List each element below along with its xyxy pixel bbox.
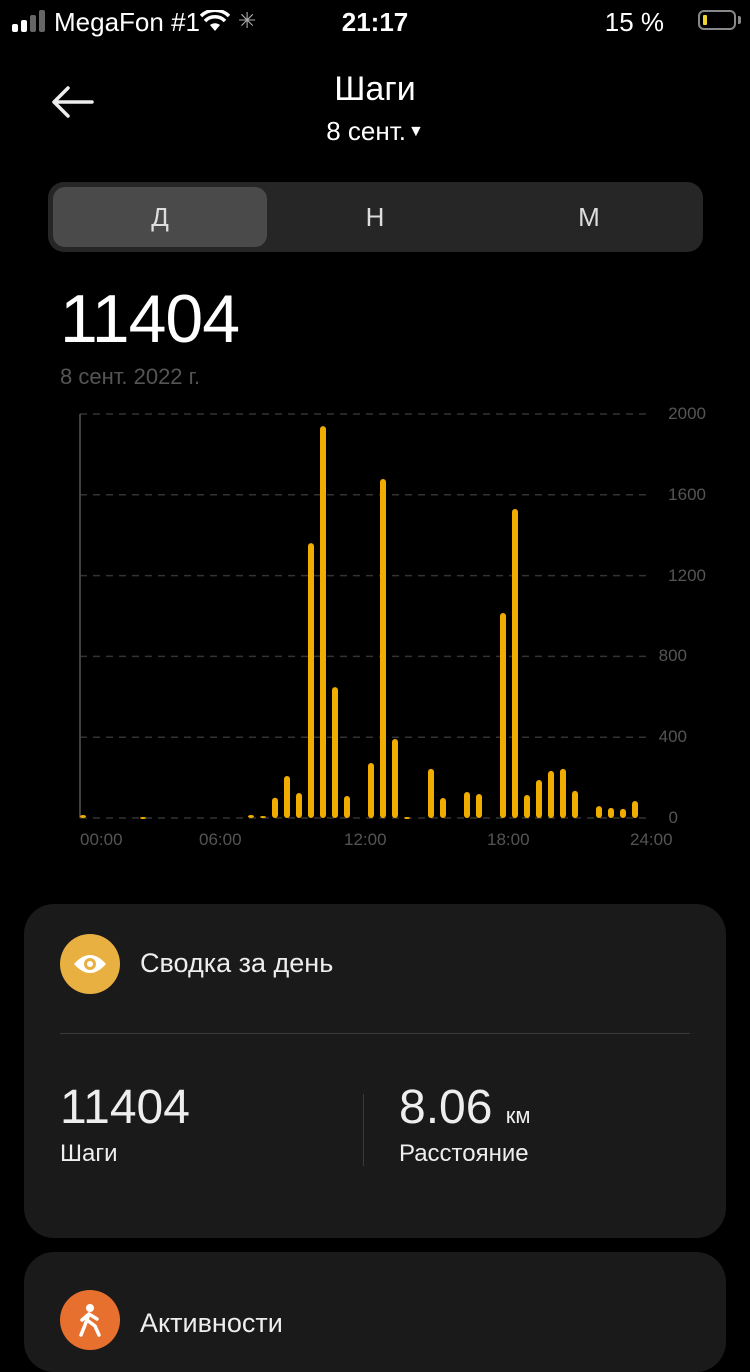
bar-02:30 [140, 816, 146, 819]
y-tick-800: 800 [658, 646, 687, 665]
summary-icon-circle [60, 934, 120, 994]
activities-title: Активности [140, 1308, 283, 1338]
wifi-icon [200, 10, 230, 31]
tab-month[interactable]: М [578, 202, 600, 232]
battery-icon [698, 10, 736, 30]
bar-18:00 [512, 508, 518, 818]
carrier-name: MegaFon #1 [54, 7, 200, 37]
bar-09:00 [296, 792, 302, 818]
walking-icon [79, 1304, 101, 1337]
bar-17:30 [500, 612, 506, 818]
bar-13:00 [392, 739, 398, 818]
bar-12:00 [368, 763, 374, 818]
x-tick-0000: 00:00 [80, 830, 123, 849]
y-tick-0: 0 [668, 808, 678, 827]
bar-22:00 [608, 807, 614, 818]
bar-07:00 [248, 814, 254, 818]
total-steps: 11404 [60, 281, 240, 357]
battery-percent: 15 % [604, 7, 664, 37]
x-tick-0600: 06:00 [199, 830, 242, 849]
x-tick-1200: 12:00 [344, 830, 387, 849]
bar-20:00 [560, 768, 566, 818]
distance-label: Расстояние [399, 1140, 529, 1167]
summary-title: Сводка за день [140, 948, 334, 978]
date-selector-label: 8 сент. [326, 116, 406, 146]
signal-icon [12, 10, 45, 32]
bar-16:30 [476, 793, 482, 818]
activity-spinner-icon: ✳ [238, 8, 257, 33]
page-title: Шаги [334, 70, 416, 108]
date-selector[interactable]: 8 сент. ▼ [0, 116, 750, 147]
bar-13:30 [404, 816, 410, 819]
y-tick-1600: 1600 [668, 485, 706, 504]
steps-chart [79, 413, 650, 819]
bar-11:00 [344, 795, 350, 818]
x-tick-1800: 18:00 [487, 830, 530, 849]
bar-07:30 [260, 815, 266, 818]
bar-08:00 [272, 797, 278, 818]
bar-09:30 [308, 543, 314, 818]
daily-summary-card[interactable]: Сводка за день 11404 Шаги 8.06 км Рассто… [24, 904, 726, 1238]
bar-14:30 [428, 768, 434, 818]
caret-down-icon: ▼ [407, 123, 424, 140]
bar-23:00 [632, 801, 638, 818]
bar-15:00 [440, 798, 446, 818]
bar-19:00 [536, 780, 542, 818]
bar-20:30 [572, 790, 578, 818]
bar-08:30 [284, 775, 290, 818]
bar-10:30 [332, 687, 338, 818]
summary-steps-value: 11404 [60, 1081, 190, 1134]
divider [60, 1033, 690, 1034]
y-tick-400: 400 [658, 727, 687, 746]
bar-16:00 [464, 791, 470, 818]
bar-00:00 [80, 814, 86, 818]
bar-12:30 [380, 479, 386, 818]
bar-18:30 [524, 794, 530, 818]
tab-week[interactable]: Н [365, 202, 385, 232]
period-tabs: Д Н М [48, 182, 703, 252]
distance-value: 8.06 [399, 1081, 493, 1134]
eye-icon [74, 955, 106, 973]
status-bar: MegaFon #1 ✳ 21:17 15 % [0, 0, 750, 44]
summary-distance: 8.06 км [399, 1080, 531, 1135]
y-tick-1200: 1200 [668, 566, 706, 585]
y-tick-2000: 2000 [668, 404, 706, 423]
back-arrow-icon[interactable] [50, 82, 96, 122]
selected-date: 8 сент. 2022 г. [60, 364, 201, 389]
distance-unit: км [505, 1103, 531, 1128]
column-divider [363, 1094, 364, 1166]
bar-22:30 [620, 808, 626, 818]
bar-21:30 [596, 806, 602, 818]
clock: 21:17 [341, 7, 409, 37]
x-tick-2400: 24:00 [630, 830, 673, 849]
activities-icon-circle [60, 1290, 120, 1350]
battery-tip [738, 16, 741, 24]
bar-19:30 [548, 770, 554, 818]
bar-10:00 [320, 426, 326, 818]
tab-day[interactable]: Д [53, 187, 267, 247]
summary-steps-label: Шаги [60, 1140, 118, 1167]
activities-card[interactable]: Активности [24, 1252, 726, 1372]
